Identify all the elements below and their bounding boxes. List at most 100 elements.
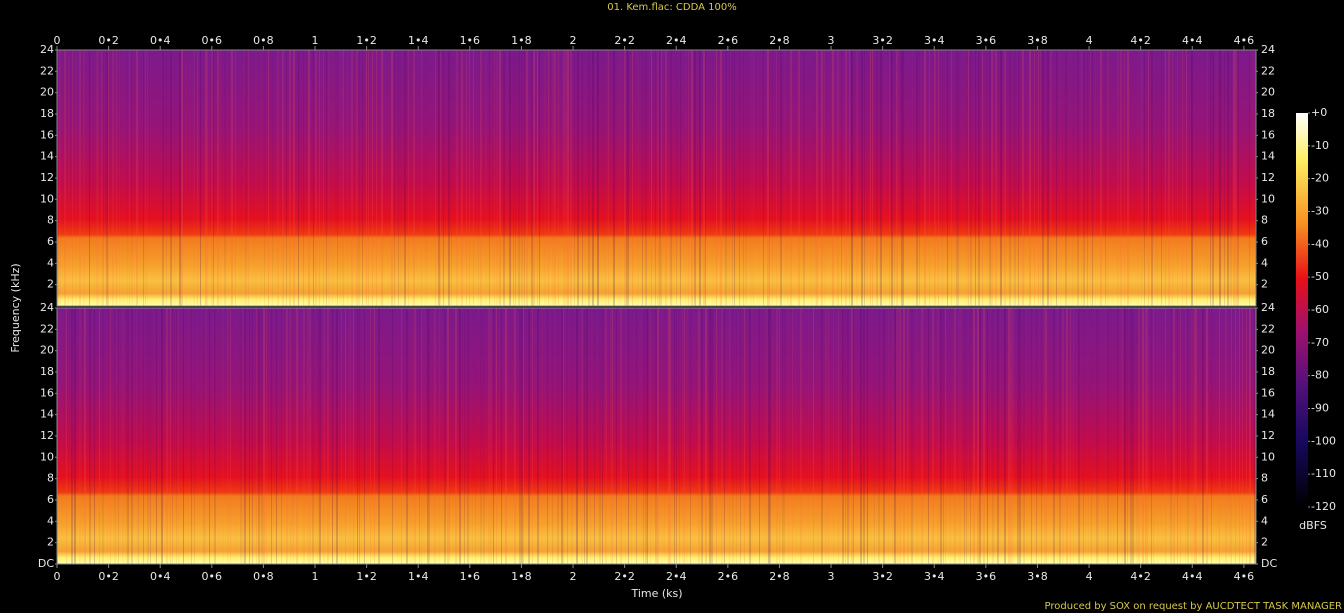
texture [323, 308, 325, 564]
texture [642, 50, 643, 306]
texture [1010, 308, 1012, 564]
texture [743, 50, 744, 306]
texture [845, 50, 847, 306]
texture [970, 308, 971, 564]
texture [1185, 308, 1186, 564]
texture [720, 50, 722, 306]
texture [347, 50, 348, 306]
texture [968, 50, 969, 306]
texture [1014, 50, 1016, 306]
texture [1170, 308, 1172, 564]
texture [963, 50, 965, 306]
texture [1098, 308, 1099, 564]
texture [676, 308, 677, 564]
x-tick-label: 1•4 [408, 34, 429, 47]
texture [106, 50, 108, 306]
texture [995, 50, 997, 306]
y-tick-label: DC [1261, 557, 1277, 570]
x-tick-label: 2 [570, 34, 577, 47]
texture [676, 50, 677, 306]
texture [901, 50, 903, 306]
texture [480, 50, 482, 306]
x-tick-label: 0•4 [150, 34, 171, 47]
texture [907, 50, 908, 306]
texture [934, 50, 936, 306]
texture [577, 50, 579, 306]
texture [1088, 308, 1089, 564]
texture [705, 50, 706, 306]
texture [1168, 50, 1170, 306]
texture [1219, 308, 1220, 564]
texture [312, 308, 314, 564]
texture [772, 50, 773, 306]
x-tick-label: 1•6 [460, 34, 481, 47]
texture [613, 50, 615, 306]
texture [145, 50, 146, 306]
texture [282, 50, 284, 306]
texture [1222, 308, 1223, 564]
texture [406, 308, 408, 564]
texture [343, 50, 344, 306]
y-tick-label: 14 [40, 150, 54, 163]
texture [537, 50, 538, 306]
texture [668, 308, 670, 564]
texture [79, 50, 81, 306]
x-tick-label: 1•6 [460, 570, 481, 583]
texture [170, 308, 171, 564]
texture [749, 308, 751, 564]
texture [478, 50, 479, 306]
texture [392, 308, 393, 564]
texture [813, 308, 814, 564]
texture [357, 308, 358, 564]
texture [1048, 308, 1049, 564]
texture [1044, 308, 1046, 564]
x-tick-label: 4•6 [1234, 570, 1255, 583]
texture [260, 50, 261, 306]
texture [1083, 50, 1085, 306]
texture [1216, 50, 1217, 306]
texture [729, 50, 730, 306]
y-tick-label: 6 [1261, 493, 1268, 506]
x-tick-label: 0•2 [98, 570, 119, 583]
texture [588, 50, 590, 306]
texture [243, 50, 245, 306]
texture [825, 308, 827, 564]
texture [1127, 50, 1129, 306]
texture [970, 50, 972, 306]
texture [650, 308, 651, 564]
texture [337, 50, 338, 306]
texture [376, 50, 377, 306]
texture [213, 50, 214, 306]
texture [896, 308, 898, 564]
texture [847, 308, 849, 564]
texture [89, 50, 90, 306]
texture [769, 50, 770, 306]
texture [894, 50, 895, 306]
texture [501, 308, 502, 564]
texture [628, 50, 629, 306]
texture [99, 308, 100, 564]
texture [1060, 50, 1061, 306]
texture [924, 50, 926, 306]
x-tick-label: 3•8 [1027, 570, 1048, 583]
y-tick-label: 2 [47, 536, 54, 549]
texture [224, 50, 226, 306]
texture [101, 50, 103, 306]
texture [1019, 308, 1021, 564]
texture [670, 50, 672, 306]
texture [359, 308, 360, 564]
texture [992, 308, 994, 564]
texture [181, 50, 183, 306]
texture [349, 308, 351, 564]
y-tick-label: 20 [1261, 86, 1275, 99]
texture [620, 50, 621, 306]
texture [966, 308, 967, 564]
texture [1219, 50, 1221, 306]
texture [1210, 50, 1211, 306]
texture [978, 50, 980, 306]
texture [1199, 308, 1201, 564]
texture [200, 50, 201, 306]
y-tick-label: 16 [40, 128, 54, 141]
texture [271, 308, 272, 564]
texture [89, 308, 91, 564]
